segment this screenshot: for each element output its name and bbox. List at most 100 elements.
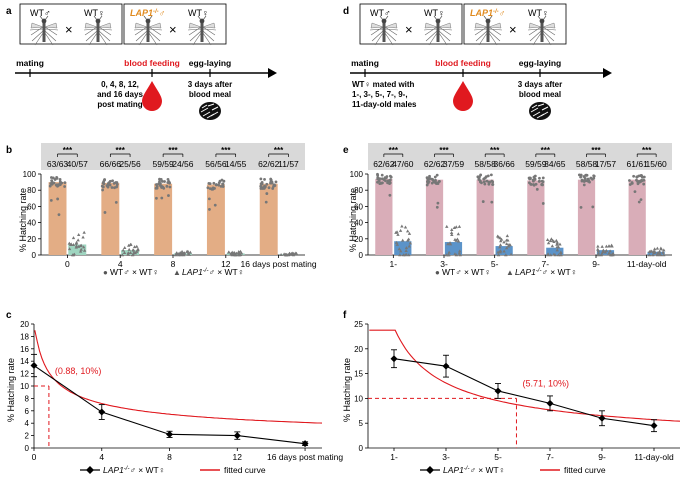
dot-wt — [105, 184, 109, 188]
x-tick-label: 9- — [598, 452, 606, 462]
bars — [48, 175, 299, 258]
dot-wt — [639, 198, 643, 202]
dot-wt — [55, 183, 59, 187]
step-blood: blood feeding — [435, 58, 491, 68]
panel-f: f % Hatching rate 0 5 10 15 20 25 1- 3- 5- 7- 9- 11… — [342, 310, 681, 475]
bar-wt — [206, 184, 225, 255]
dot-wt — [221, 185, 225, 188]
egg-cluster-icon — [528, 101, 552, 121]
dot-lap — [294, 251, 299, 255]
dot-lap — [457, 249, 462, 253]
line-chart-c: 0 2 4 6 8 10 12 14 16 18 20 0 4 8 12 16 days post matin… — [20, 320, 343, 462]
dot-lap — [559, 253, 563, 257]
bar-lap — [546, 247, 564, 255]
dot-lap — [651, 253, 655, 257]
count-lap: 15/60 — [646, 159, 668, 169]
dot-wt — [628, 183, 632, 186]
dot-wt — [111, 179, 114, 183]
dot-lap — [126, 251, 131, 255]
cross-lap-male: LAP1-/-♂ — [470, 8, 505, 18]
dot-wt — [101, 185, 105, 189]
bar-wt — [425, 179, 444, 255]
dot-lap — [601, 248, 606, 252]
cross-lap-male: LAP1-/-♂ — [130, 8, 165, 18]
cross-box-wt — [359, 3, 463, 45]
egg-note-1: 3 days after — [188, 80, 232, 89]
dot-lap — [69, 242, 73, 246]
legend-wt: WT♂ × WT♀ — [442, 267, 491, 277]
dot-lap — [458, 253, 462, 257]
dot-lap — [74, 240, 79, 244]
dot-lap — [177, 253, 181, 257]
x-tick-label: 16 days post mating — [241, 259, 317, 269]
dot-lap — [551, 238, 555, 242]
dot-wt — [579, 205, 583, 209]
dot-lap — [237, 249, 241, 253]
dot-wt — [222, 179, 226, 183]
dot-wt — [577, 173, 581, 177]
y-tick-label: 40 — [354, 219, 363, 228]
bar-wt — [101, 182, 120, 255]
dot-lap — [188, 250, 193, 254]
dot-lap — [398, 228, 403, 232]
dot-wt — [640, 179, 644, 183]
dot-lap — [407, 253, 411, 257]
dot-lap — [404, 246, 409, 250]
dot-lap — [502, 240, 506, 244]
dot-lap — [559, 250, 563, 254]
x-tick-label: 7- — [542, 259, 550, 269]
y-tick-label: 2 — [25, 432, 30, 441]
dot-lap — [456, 232, 461, 236]
data-point — [98, 408, 106, 416]
legend-lap: LAP1-/-♂ × WT♀ — [182, 267, 244, 277]
dot-lap — [127, 247, 131, 251]
dot-lap — [596, 247, 600, 251]
dot-lap — [123, 245, 127, 249]
dot-wt — [213, 186, 216, 190]
dot-wt — [51, 176, 55, 180]
dot-lap — [71, 236, 76, 240]
dot-lap — [289, 251, 294, 255]
dot-lap — [128, 242, 133, 246]
dot-lap — [292, 251, 296, 255]
dot-wt — [482, 180, 486, 184]
dot-wt — [206, 186, 210, 190]
count-lap: 14/55 — [225, 159, 247, 169]
egg-note-1: 3 days after — [518, 80, 562, 89]
fitted-curve — [34, 330, 323, 424]
dot-wt — [50, 179, 54, 183]
dot-wt — [259, 184, 263, 188]
dot-wt — [101, 188, 104, 192]
dot-wt — [428, 174, 431, 178]
count-wt: 62/62 — [424, 159, 446, 169]
dot-lap — [81, 235, 85, 239]
x-tick-label: 5- — [491, 259, 499, 269]
dot-lap — [395, 230, 399, 234]
dot-wt — [103, 211, 107, 214]
cross-lap-female: WT♀ — [188, 8, 209, 18]
dot-lap — [550, 244, 555, 248]
dot-lap — [450, 228, 454, 232]
legend-dot-icon: ● — [435, 268, 440, 277]
dot-wt — [376, 176, 380, 179]
dot-wt — [112, 181, 116, 185]
dot-lap — [76, 238, 80, 242]
data-point — [166, 430, 174, 438]
dot-lap — [499, 237, 504, 241]
dot-wt — [49, 182, 53, 185]
dot-lap — [504, 253, 508, 257]
sig-stars: *** — [439, 146, 449, 155]
bars — [375, 172, 666, 258]
dot-lap — [609, 253, 613, 257]
dot-lap — [599, 253, 603, 257]
dot-wt — [541, 202, 545, 205]
y-axis-label: % Hatching rate — [348, 188, 358, 252]
dot-wt — [263, 177, 266, 181]
dot-lap — [499, 239, 503, 243]
dot-wt — [265, 182, 269, 186]
dot-wt — [438, 179, 441, 183]
x-tick-label: 5- — [494, 452, 502, 462]
dot-wt — [158, 177, 161, 181]
dot-lap — [70, 253, 75, 257]
count-lap: 40/57 — [67, 159, 89, 169]
